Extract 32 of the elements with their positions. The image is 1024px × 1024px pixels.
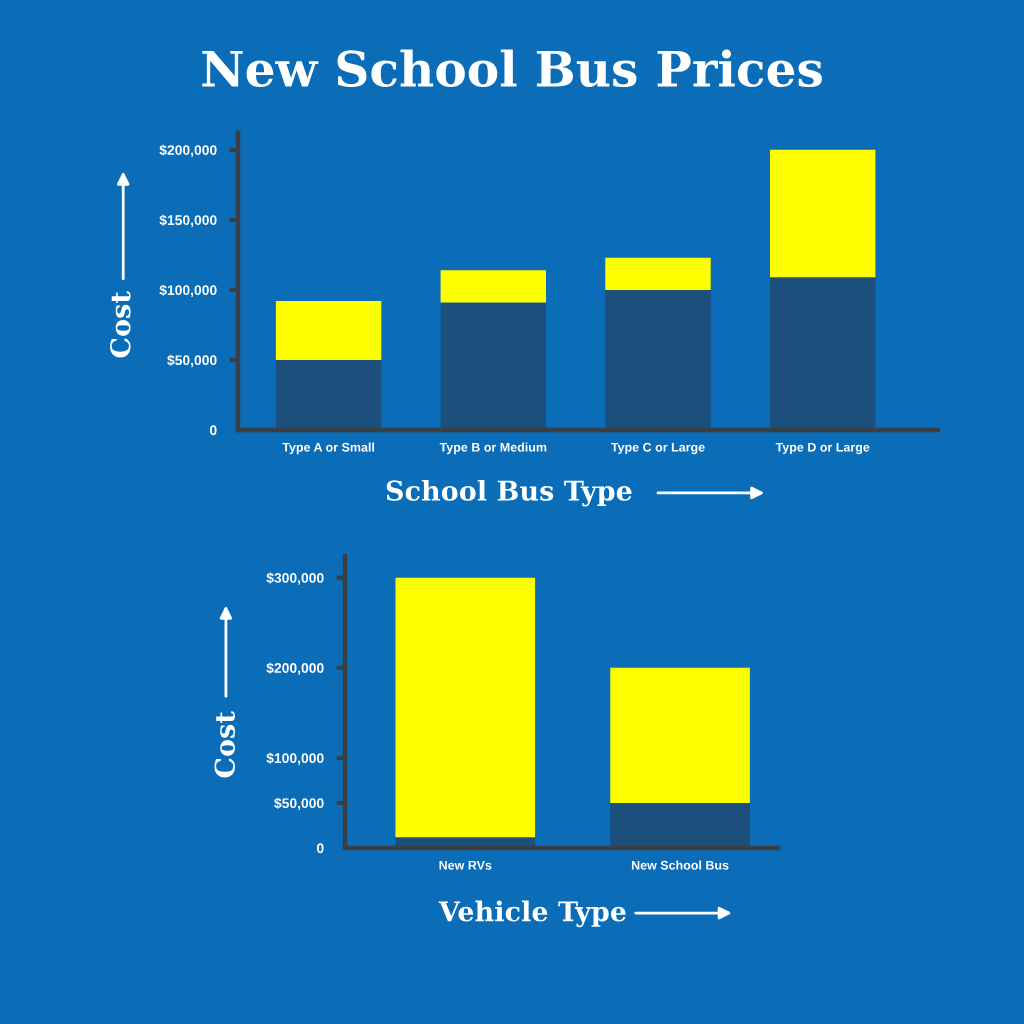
y-tick-label: $100,000 xyxy=(266,752,324,766)
bar xyxy=(605,257,711,290)
bar xyxy=(440,302,546,430)
y-tick-label: $50,000 xyxy=(167,354,217,368)
y-tick-label: $200,000 xyxy=(266,662,324,675)
bar xyxy=(770,277,876,430)
y-tick-label: $200,000 xyxy=(159,144,217,157)
x-tick-label: New School Bus xyxy=(631,860,729,870)
x-tick-label: Type A or Small xyxy=(282,442,375,455)
bar xyxy=(275,301,382,360)
y-tick-label: $300,000 xyxy=(266,572,324,585)
x-axis-title: School Bus Type xyxy=(386,479,632,507)
y-axis-title: Cost xyxy=(214,711,235,778)
bar xyxy=(395,577,536,838)
bar xyxy=(610,802,750,848)
x-axis-title: Vehicle Type xyxy=(438,900,626,928)
y-axis-title: Cost xyxy=(110,291,131,358)
y-tick-label: 0 xyxy=(209,425,217,436)
bar xyxy=(275,359,382,430)
bar xyxy=(440,270,546,303)
chart-title: New School Bus Prices xyxy=(202,49,822,88)
y-tick-label: $100,000 xyxy=(159,284,217,298)
bar xyxy=(605,289,711,430)
bar xyxy=(610,667,750,803)
x-tick-label: Type B or Medium xyxy=(439,442,547,455)
y-tick-label: 0 xyxy=(316,843,324,854)
bar xyxy=(770,149,876,278)
x-tick-label: New RVs xyxy=(439,860,492,870)
y-tick-label: $50,000 xyxy=(274,797,324,811)
x-tick-label: Type D or Large xyxy=(775,442,870,455)
y-tick-label: $150,000 xyxy=(159,214,217,228)
x-tick-label: Type C or Large xyxy=(611,442,705,455)
